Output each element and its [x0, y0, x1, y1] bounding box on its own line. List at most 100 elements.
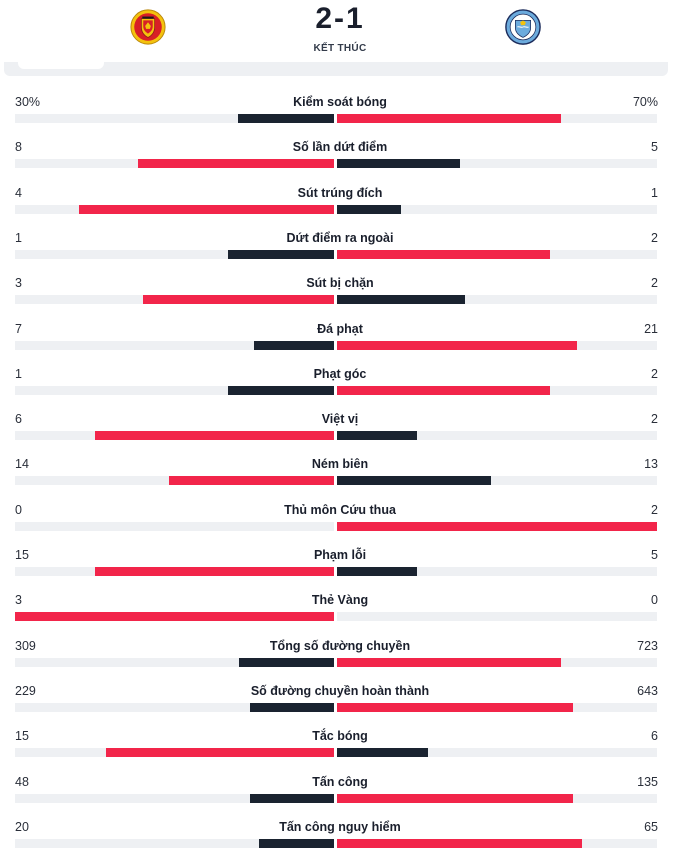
home-stat-bar [94, 431, 334, 441]
away-stat-track [337, 567, 657, 576]
home-team-logo[interactable] [129, 8, 167, 46]
away-stat-track [337, 385, 657, 395]
away-stat-value: 70% [632, 95, 658, 109]
away-stat-bar [337, 159, 461, 169]
home-stat-value: 1 [15, 230, 22, 245]
stat-row: Sút bị chặn 3 2 [0, 276, 680, 306]
home-stat-track [15, 657, 334, 667]
away-stat-bar [337, 838, 582, 848]
stat-row: Thủ môn Cứu thua 0 2 [0, 503, 680, 533]
away-stat-track [337, 249, 657, 259]
away-stat-value: 2 [651, 502, 658, 517]
home-stat-bar [238, 114, 334, 123]
home-stat-value: 4 [15, 185, 22, 200]
home-stat-value: 14 [15, 457, 29, 472]
home-stat-track [15, 612, 334, 622]
away-stat-track [337, 159, 657, 169]
stat-label: Tắc bóng [312, 729, 368, 744]
home-stat-value: 48 [15, 774, 29, 789]
home-stat-bar [227, 249, 334, 259]
away-stat-value: 135 [637, 774, 658, 789]
away-stat-bar [337, 521, 657, 531]
home-stat-value: 15 [15, 729, 29, 744]
home-stat-value: 1 [15, 366, 22, 381]
home-stat-value: 3 [15, 593, 22, 608]
home-score: 2 [315, 2, 334, 35]
away-stat-value: 2 [651, 366, 658, 381]
stat-row: Sút trúng đích 4 1 [0, 186, 680, 216]
away-stat-track [337, 295, 657, 305]
away-stat-value: 65 [644, 819, 658, 834]
match-header: 2-1 KẾT THÚC [0, 0, 680, 62]
stat-row: Kiểm soát bóng 30% 70% [0, 95, 680, 125]
away-stat-value: 1 [651, 185, 658, 200]
stat-row: Đá phạt 7 21 [0, 322, 680, 352]
away-stat-value: 2 [651, 230, 658, 245]
stat-label: Tấn công [312, 774, 368, 789]
home-stat-bar [15, 612, 334, 622]
stat-row: Phạm lỗi 15 5 [0, 548, 680, 578]
away-stat-bar [337, 748, 429, 758]
stat-row: Tổng số đường chuyền 309 723 [0, 639, 680, 669]
home-stat-bar [137, 159, 334, 169]
away-score: 1 [346, 2, 365, 35]
home-stat-track [15, 295, 334, 305]
stat-label: Số lần dứt điểm [292, 140, 388, 155]
home-stat-track [15, 567, 334, 576]
away-stat-bar [337, 295, 465, 305]
stat-label: Ném biên [311, 457, 369, 472]
stat-row: Phạt góc 1 2 [0, 367, 680, 397]
home-stat-bar [78, 204, 334, 214]
home-stat-value: 0 [15, 502, 22, 517]
home-stat-track [15, 249, 334, 259]
stat-row: Dứt điểm ra ngoài 1 2 [0, 231, 680, 261]
home-stat-track [15, 793, 334, 803]
home-stat-track [15, 340, 334, 350]
away-stat-value: 5 [651, 548, 658, 562]
away-stat-value: 13 [644, 457, 658, 472]
home-stat-value: 8 [15, 140, 22, 155]
stat-label: Phạm lỗi [313, 548, 367, 562]
away-stat-bar [337, 793, 574, 803]
active-tab-indicator[interactable] [18, 62, 104, 69]
away-stat-track [337, 838, 657, 848]
stat-label: Tổng số đường chuyền [269, 638, 411, 653]
stat-label: Kiểm soát bóng [293, 95, 387, 109]
away-stat-track [337, 657, 657, 667]
home-stat-track [15, 702, 334, 712]
away-team-logo[interactable] [504, 8, 542, 46]
home-stat-bar [106, 748, 334, 758]
stat-label: Sút trúng đích [297, 185, 383, 200]
home-stat-bar [254, 340, 334, 350]
away-stat-bar [337, 340, 577, 350]
home-stat-value: 30% [15, 95, 41, 109]
away-stat-bar [337, 204, 401, 214]
away-stat-track [337, 748, 657, 758]
stat-label: Đá phạt [317, 321, 363, 336]
home-stat-bar [142, 295, 334, 305]
stat-label: Dứt điểm ra ngoài [286, 230, 394, 245]
away-stat-bar [337, 114, 561, 123]
home-stat-track [15, 159, 334, 169]
away-stat-track [337, 476, 657, 486]
home-stat-value: 6 [15, 412, 22, 427]
away-stat-bar [337, 385, 551, 395]
stat-row: Tắc bóng 15 6 [0, 729, 680, 759]
stat-row: Tấn công 48 135 [0, 775, 680, 805]
away-stat-bar [337, 476, 492, 486]
away-stat-bar [337, 702, 573, 712]
home-stat-bar [94, 567, 334, 576]
away-stat-value: 21 [644, 321, 658, 336]
away-stat-track [337, 521, 657, 531]
away-stat-track [337, 340, 657, 350]
away-stat-bar [337, 657, 562, 667]
away-stat-value: 5 [651, 140, 658, 155]
home-stat-value: 229 [15, 683, 36, 698]
home-stat-bar [168, 476, 334, 486]
match-score: 2-1 [0, 2, 680, 36]
stat-row: Số đường chuyền hoàn thành 229 643 [0, 684, 680, 714]
away-stat-track [337, 612, 657, 622]
home-stat-track [15, 838, 334, 848]
home-stat-track [15, 748, 334, 758]
home-stat-bar [227, 385, 334, 395]
